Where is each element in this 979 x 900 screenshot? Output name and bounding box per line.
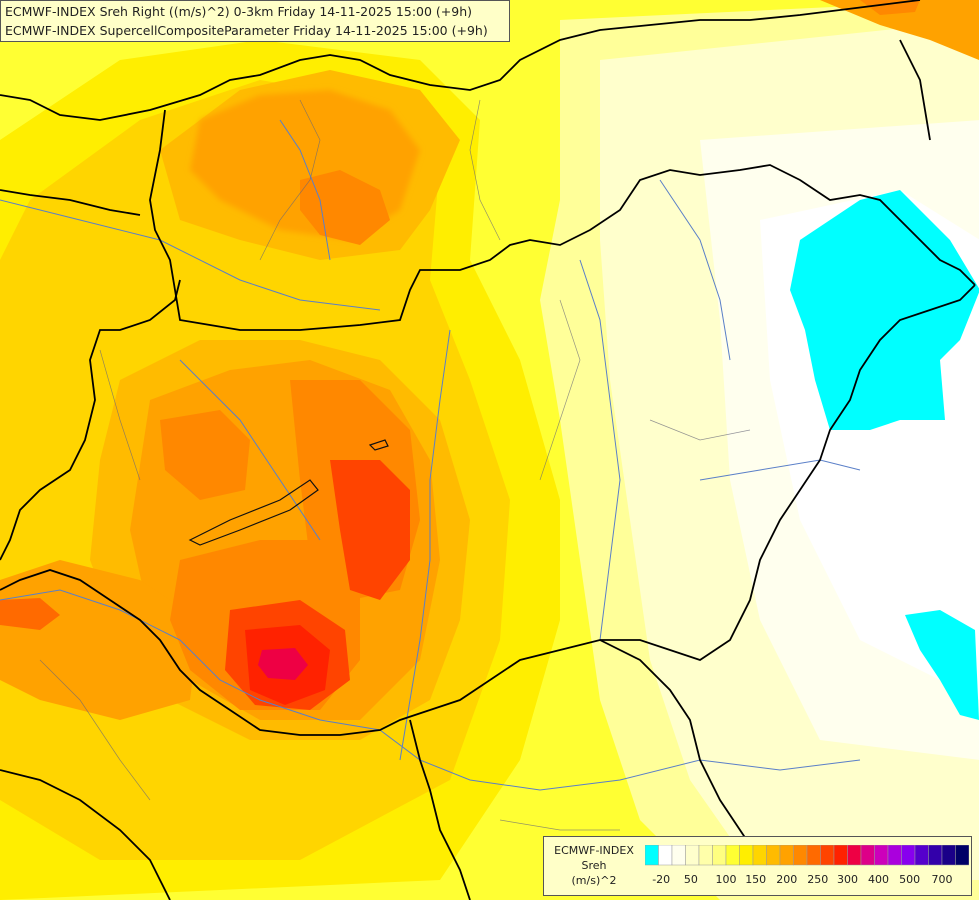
legend-title: ECMWF-INDEX Sreh (m/s)^2: [544, 843, 644, 888]
legend-swatch: [712, 845, 727, 866]
lakes: [188, 439, 389, 546]
legend-swatch: [874, 845, 889, 866]
legend-swatch: [847, 845, 862, 866]
legend-swatch: [685, 845, 700, 866]
legend-swatch: [671, 845, 686, 866]
legend-swatch: [793, 845, 808, 866]
legend-tick-label: 500: [899, 873, 921, 886]
legend-tick-label: 300: [837, 873, 858, 886]
legend-tick-label: 700: [931, 873, 953, 886]
legend-title-variable: Sreh: [581, 859, 607, 872]
legend-swatch: [779, 845, 794, 866]
legend-tick-label: -20: [652, 873, 671, 886]
legend-swatch: [941, 845, 956, 866]
header-title-line2: ECMWF-INDEX SupercellCompositeParameter …: [5, 23, 488, 38]
legend-title-source: ECMWF-INDEX: [554, 844, 634, 857]
legend-swatch: [928, 845, 943, 866]
legend-color-bar: [645, 845, 969, 866]
legend-tick-label: 250: [807, 873, 829, 886]
legend-swatch: [901, 845, 916, 866]
legend-swatch: [739, 845, 754, 866]
legend-swatch: [806, 845, 821, 866]
legend-swatch: [752, 845, 767, 866]
legend-tick-labels: -20 50 100 150 200 250 300 400 500 700: [645, 873, 969, 889]
legend-title-unit: (m/s)^2: [571, 874, 617, 887]
region-lines: [39, 99, 751, 831]
legend-swatch: [645, 845, 659, 866]
legend-swatch: [725, 845, 740, 866]
legend-swatch: [955, 845, 969, 866]
map-header: ECMWF-INDEX Sreh Right ((m/s)^2) 0-3km F…: [0, 0, 510, 42]
legend-tick-label: 400: [868, 873, 890, 886]
legend-tick-label: 150: [745, 873, 767, 886]
legend-tick-label: 50: [683, 873, 698, 886]
legend-tick-label: 100: [715, 873, 737, 886]
color-legend: ECMWF-INDEX Sreh (m/s)^2 -20 50 100 150 200 2…: [543, 836, 972, 896]
legend-swatch: [820, 845, 835, 866]
legend-swatch: [860, 845, 875, 866]
legend-swatch: [887, 845, 902, 866]
legend-swatch: [766, 845, 781, 866]
legend-swatch: [914, 845, 929, 866]
legend-tick-label: 200: [776, 873, 798, 886]
header-title-line1: ECMWF-INDEX Sreh Right ((m/s)^2) 0-3km F…: [5, 4, 473, 19]
legend-swatch: [698, 845, 713, 866]
legend-swatch: [833, 845, 848, 866]
legend-swatch: [658, 845, 673, 866]
